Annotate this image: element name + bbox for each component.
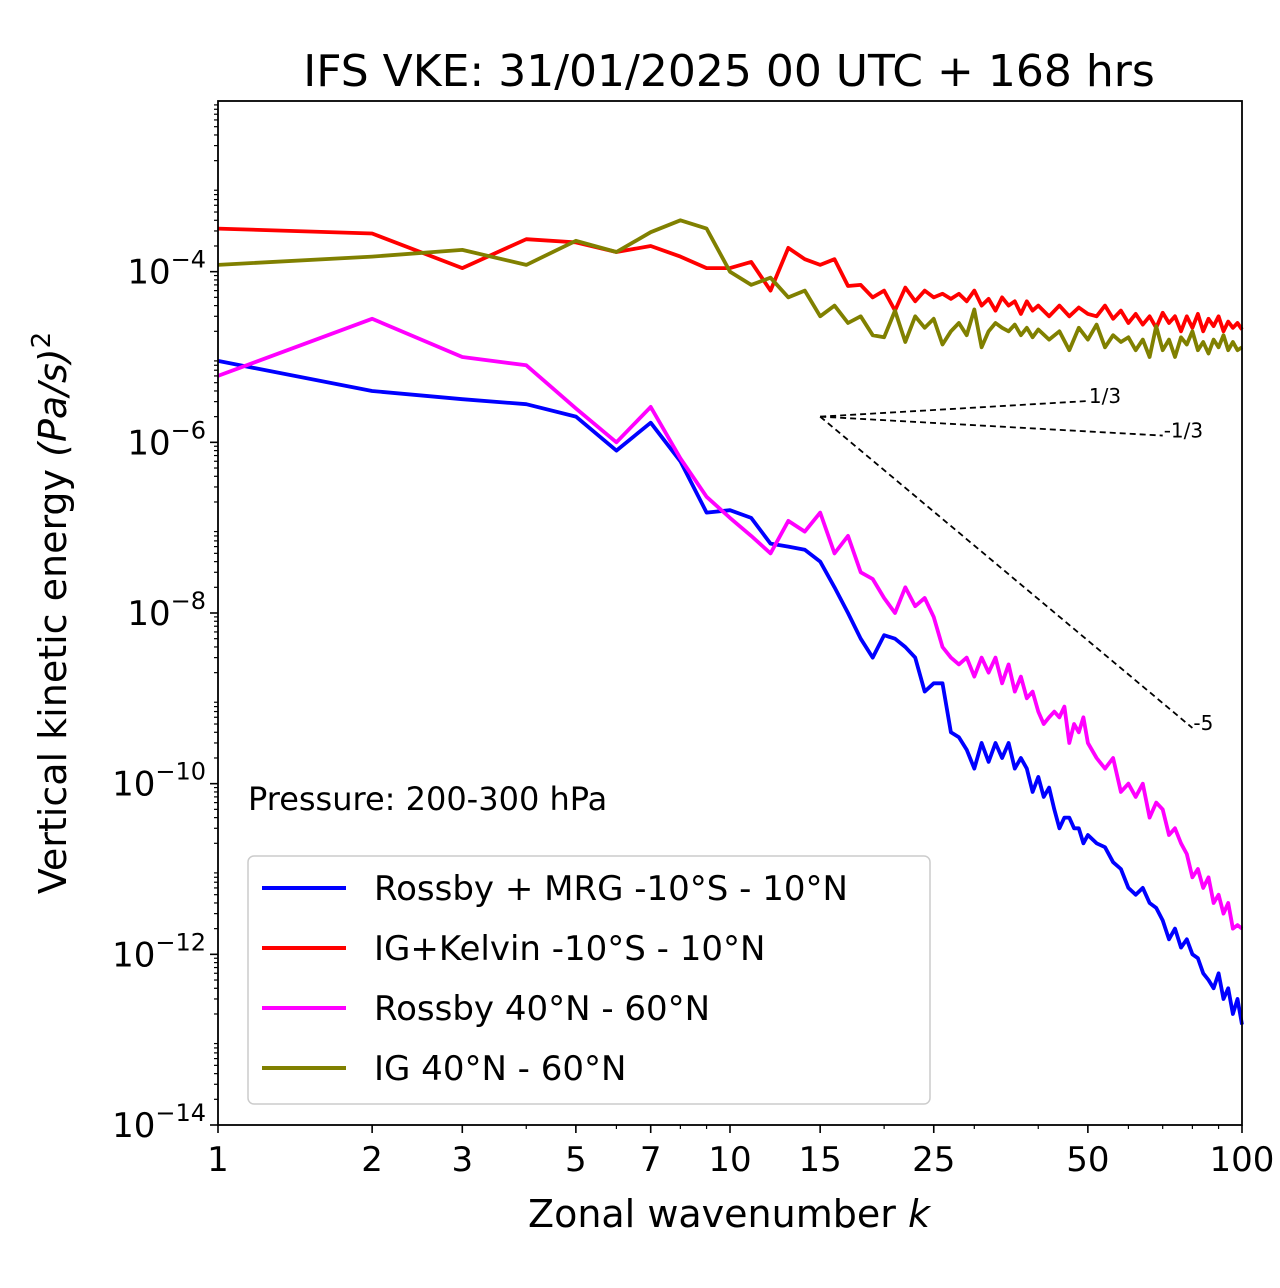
- x-axis-ticks: 1 2 3 5 7 10 15 25 50 100: [207, 1125, 1274, 1180]
- slope-label-0: 1/3: [1089, 384, 1121, 408]
- chart-title: IFS VKE: 31/01/2025 00 UTC + 168 hrs: [303, 46, 1155, 97]
- legend-box: [247, 855, 931, 1105]
- slope-line-1: [820, 415, 1163, 437]
- y-axis-ticks: 10−4 10−6 10−8 10−10 10−12 10−14: [112, 104, 218, 1146]
- plot-lines: [217, 218, 1244, 1025]
- x-tick-label: 25: [912, 1140, 955, 1180]
- y-axis-label-exponent: 2: [27, 332, 57, 349]
- y-axis-label-text: Vertical kinetic energy: [31, 469, 75, 894]
- x-tick-label: 100: [1210, 1140, 1275, 1180]
- slope-label-2: -5: [1193, 711, 1213, 735]
- y-axis-label-units: (Pa/s): [31, 348, 75, 456]
- x-axis-label: Zonal wavenumber k: [528, 1192, 932, 1236]
- series-line-0: [217, 359, 1244, 1025]
- legend: Rossby + MRG -10°S - 10°N IG+Kelvin -10°S…: [247, 855, 931, 1105]
- slope-line-2: [819, 415, 1193, 729]
- pressure-annotation: Pressure: 200-300 hPa: [248, 780, 607, 818]
- y-tick-label: 10−4: [127, 246, 206, 293]
- series-line-2: [217, 316, 1244, 931]
- x-tick-label: 2: [361, 1140, 383, 1180]
- y-axis-label: Vertical kinetic energy (Pa/s)2: [27, 332, 75, 894]
- slope-line-0: [820, 400, 1088, 418]
- x-axis-label-variable: k: [908, 1192, 932, 1236]
- x-tick-label: 7: [640, 1140, 662, 1180]
- reference-slope-lines: 1/3 -1/3 -5: [819, 384, 1213, 735]
- y-tick-label: 10−10: [112, 758, 206, 805]
- x-axis-label-text: Zonal wavenumber: [528, 1192, 896, 1236]
- x-tick-label: 50: [1066, 1140, 1109, 1180]
- x-tick-label: 3: [451, 1140, 473, 1180]
- slope-label-1: -1/3: [1164, 419, 1203, 443]
- x-tick-label: 1: [207, 1140, 229, 1180]
- x-tick-label: 5: [565, 1140, 587, 1180]
- y-tick-label: 10−12: [112, 928, 206, 975]
- y-tick-label: 10−8: [127, 587, 206, 634]
- legend-label-2: Rossby 40°N - 60°N: [374, 989, 710, 1029]
- series-line-3: [217, 218, 1244, 359]
- series-line-1: [217, 226, 1244, 334]
- x-tick-label: 10: [708, 1140, 751, 1180]
- x-tick-label: 15: [799, 1140, 842, 1180]
- legend-label-3: IG 40°N - 60°N: [374, 1049, 626, 1089]
- y-tick-label: 10−6: [127, 416, 206, 463]
- legend-label-0: Rossby + MRG -10°S - 10°N: [374, 869, 848, 909]
- legend-label-1: IG+Kelvin -10°S - 10°N: [374, 929, 765, 969]
- y-tick-label: 10−14: [112, 1099, 206, 1146]
